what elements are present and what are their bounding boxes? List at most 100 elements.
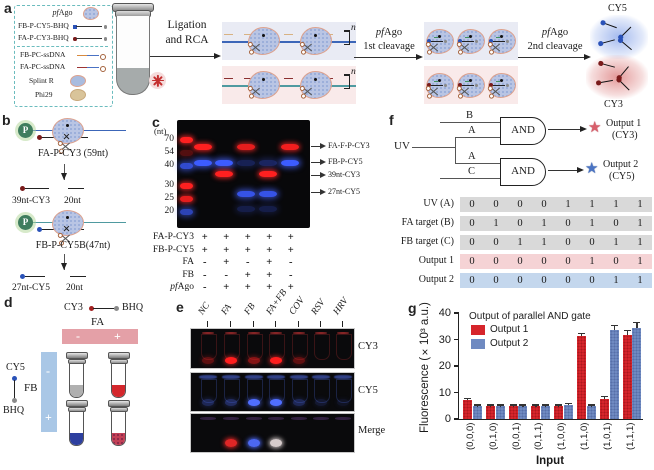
tube-outline (224, 379, 240, 403)
input-a1-label: A (468, 125, 476, 136)
ladder-54: 54 (164, 147, 175, 157)
band-label-3: 39nt-CY3 (328, 170, 360, 179)
bar-output-1 (485, 406, 495, 419)
truth-table-row-label: UV (A) (423, 198, 454, 209)
construct-fa-p-cy3: P (8, 118, 140, 152)
uv-branch-line (455, 137, 457, 164)
truth-bit: 0 (589, 275, 595, 286)
merge-spot (225, 439, 237, 447)
error-bar-cap (555, 404, 563, 406)
gel-table-cell: - (224, 269, 229, 281)
x-category-label: (0,1,0) (487, 423, 499, 451)
truth-bit: 1 (613, 275, 619, 286)
fa-minus: - (76, 329, 80, 343)
truth-bit: 0 (541, 256, 547, 267)
repeat-bracket (344, 74, 350, 89)
gel-table-cell: + (266, 232, 273, 243)
top-smear (290, 375, 308, 379)
input-c-line (440, 178, 500, 180)
gel-table-cell: + (201, 232, 208, 243)
gel-image (177, 120, 310, 228)
scissors-icon (428, 86, 439, 97)
truth-bit: 1 (493, 218, 499, 229)
lane-tick (342, 321, 344, 327)
product2a-label: 27nt-CY5 (12, 283, 50, 293)
truth-bit: 0 (517, 275, 523, 286)
cleavage-arrow-2 (64, 254, 66, 270)
truth-bit: 1 (589, 218, 595, 229)
truth-table-row: Output 1 0 0 0 0 0 1 0 1 (388, 254, 654, 273)
y-tick-label: 0 (444, 413, 451, 425)
bar-output-1 (599, 398, 609, 419)
fb-axis-label: FB (24, 382, 38, 394)
band-arrow (311, 187, 326, 197)
bar-output-1 (622, 334, 632, 419)
truth-bit: 0 (589, 237, 595, 248)
truth-bit: 1 (637, 199, 643, 210)
gel-band (180, 196, 193, 202)
truth-bit: 0 (493, 237, 499, 248)
truth-bit: 1 (589, 256, 595, 267)
output1-sub: (CY3) (612, 130, 638, 141)
second-cleavage-arrow (518, 52, 591, 62)
truth-bit: 0 (517, 218, 523, 229)
error-bar-cap (623, 330, 631, 332)
top-smear (291, 417, 307, 420)
cleaved-strip-fb (424, 22, 518, 60)
panel-d: d CY3 BHQ FA - + CY5 BHQ FB - + (0, 294, 170, 470)
scissors-icon (302, 42, 313, 53)
truth-bit: 0 (469, 256, 475, 267)
top-smear (246, 417, 262, 420)
error-bar-cap (496, 404, 504, 406)
output2-arrow (548, 165, 584, 175)
ligation-line2: and RCA (165, 33, 209, 46)
truth-table-row-label: FB target (C) (400, 236, 454, 247)
cy5-cluster (590, 15, 648, 59)
first-cleavage-label: pfAgo 1st cleavage (354, 26, 424, 53)
tube-fa-pos-fb-neg (108, 352, 130, 398)
pfago-title-rest: Ago (58, 8, 73, 17)
cy3-legend-label: CY3 (64, 302, 83, 313)
truth-table-strip: 0 0 0 0 0 0 1 1 (460, 273, 652, 288)
gel-band (281, 160, 299, 167)
error-bar-cap (610, 324, 618, 326)
gel-table-row: FA-P-CY3 + + + + + (148, 232, 308, 245)
error-bar-cap (600, 396, 608, 398)
top-smear (200, 417, 216, 420)
gel-table-cell: + (287, 232, 294, 243)
truth-table-row: FA target (B) 0 1 0 1 0 1 0 1 (388, 216, 654, 235)
y-tick (454, 338, 459, 341)
gel-table-row: FB - - + + - (148, 270, 308, 283)
ligation-line1: Ligation (167, 19, 207, 31)
well-mark (248, 332, 260, 334)
bar-output-2 (541, 406, 551, 419)
tube-fa-neg-fb-neg (66, 352, 88, 398)
panel-a: a pfAgo FB-P-CY5-BHQ FA-P-CY3-BHQ FB-PC-… (0, 0, 654, 112)
products-2-graphic (12, 274, 136, 282)
error-bar-cap (464, 397, 471, 399)
well-mark (225, 332, 237, 334)
reagent-fb-probe-label: FB-P-CY5-BHQ (18, 21, 69, 30)
panel-e: e NC FA FB FA+FB COV RSV HRV CY3 CY5 Merge (170, 288, 395, 470)
truth-bit: 1 (637, 218, 643, 229)
output1-label: Output 1 (606, 118, 642, 129)
first-cleavage-arrow (354, 52, 423, 62)
truth-bit: 1 (637, 256, 643, 267)
truth-bit: 1 (637, 237, 643, 248)
error-bar-cap (587, 404, 595, 406)
gel-table-cell: - (246, 257, 250, 269)
truth-table-row-label: Output 2 (418, 274, 454, 285)
lane-tick (298, 321, 300, 327)
error-bar (545, 405, 547, 407)
error-bar (522, 405, 524, 407)
panel-f: f B A UV A C AND AND ★ Output 1 (CY3) ★ … (388, 110, 654, 295)
x-category-label: (1,0,1) (601, 423, 613, 451)
lane-tick (207, 321, 209, 327)
pfago-blob (300, 27, 332, 55)
repeat-n: n (351, 67, 356, 77)
cy3-bhq-linker (93, 308, 115, 310)
y-tick-label: 20 (438, 360, 451, 372)
x-category-label: (1,1,0) (579, 423, 590, 451)
truth-bit: 0 (493, 275, 499, 286)
scissors-icon (490, 42, 501, 53)
